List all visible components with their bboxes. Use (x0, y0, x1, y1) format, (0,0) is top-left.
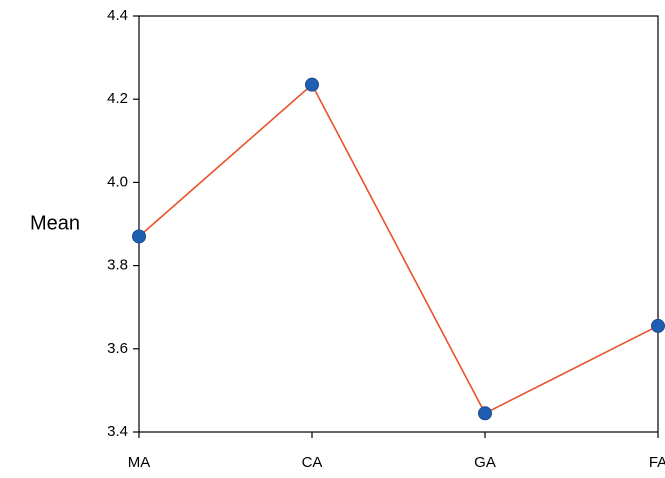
plot-frame (138, 15, 659, 433)
x-tick-label: GA (474, 454, 496, 471)
series-layer (132, 77, 665, 421)
y-tick-label: 3.4 (107, 423, 128, 440)
x-tick-label: MA (128, 454, 151, 471)
data-point-ga (478, 406, 492, 421)
series-line (138, 83, 659, 415)
data-point-fa (651, 318, 665, 333)
y-tick-label: 3.6 (107, 340, 128, 357)
y-tick-label: 3.8 (107, 257, 128, 274)
y-tick-label: 4.0 (107, 173, 128, 190)
y-tick-label: 4.4 (107, 7, 128, 24)
y-axis: 3.4 3.6 3.8 4.0 4.2 4.4 (107, 7, 139, 440)
y-axis-title: Mean (30, 212, 80, 234)
data-point-ca (305, 77, 319, 92)
y-tick-label: 4.2 (107, 90, 128, 107)
x-tick-label: FA (649, 454, 665, 471)
x-axis: MA CA GA FA (128, 432, 665, 471)
x-tick-label: CA (302, 454, 323, 471)
data-point-ma (132, 229, 146, 244)
